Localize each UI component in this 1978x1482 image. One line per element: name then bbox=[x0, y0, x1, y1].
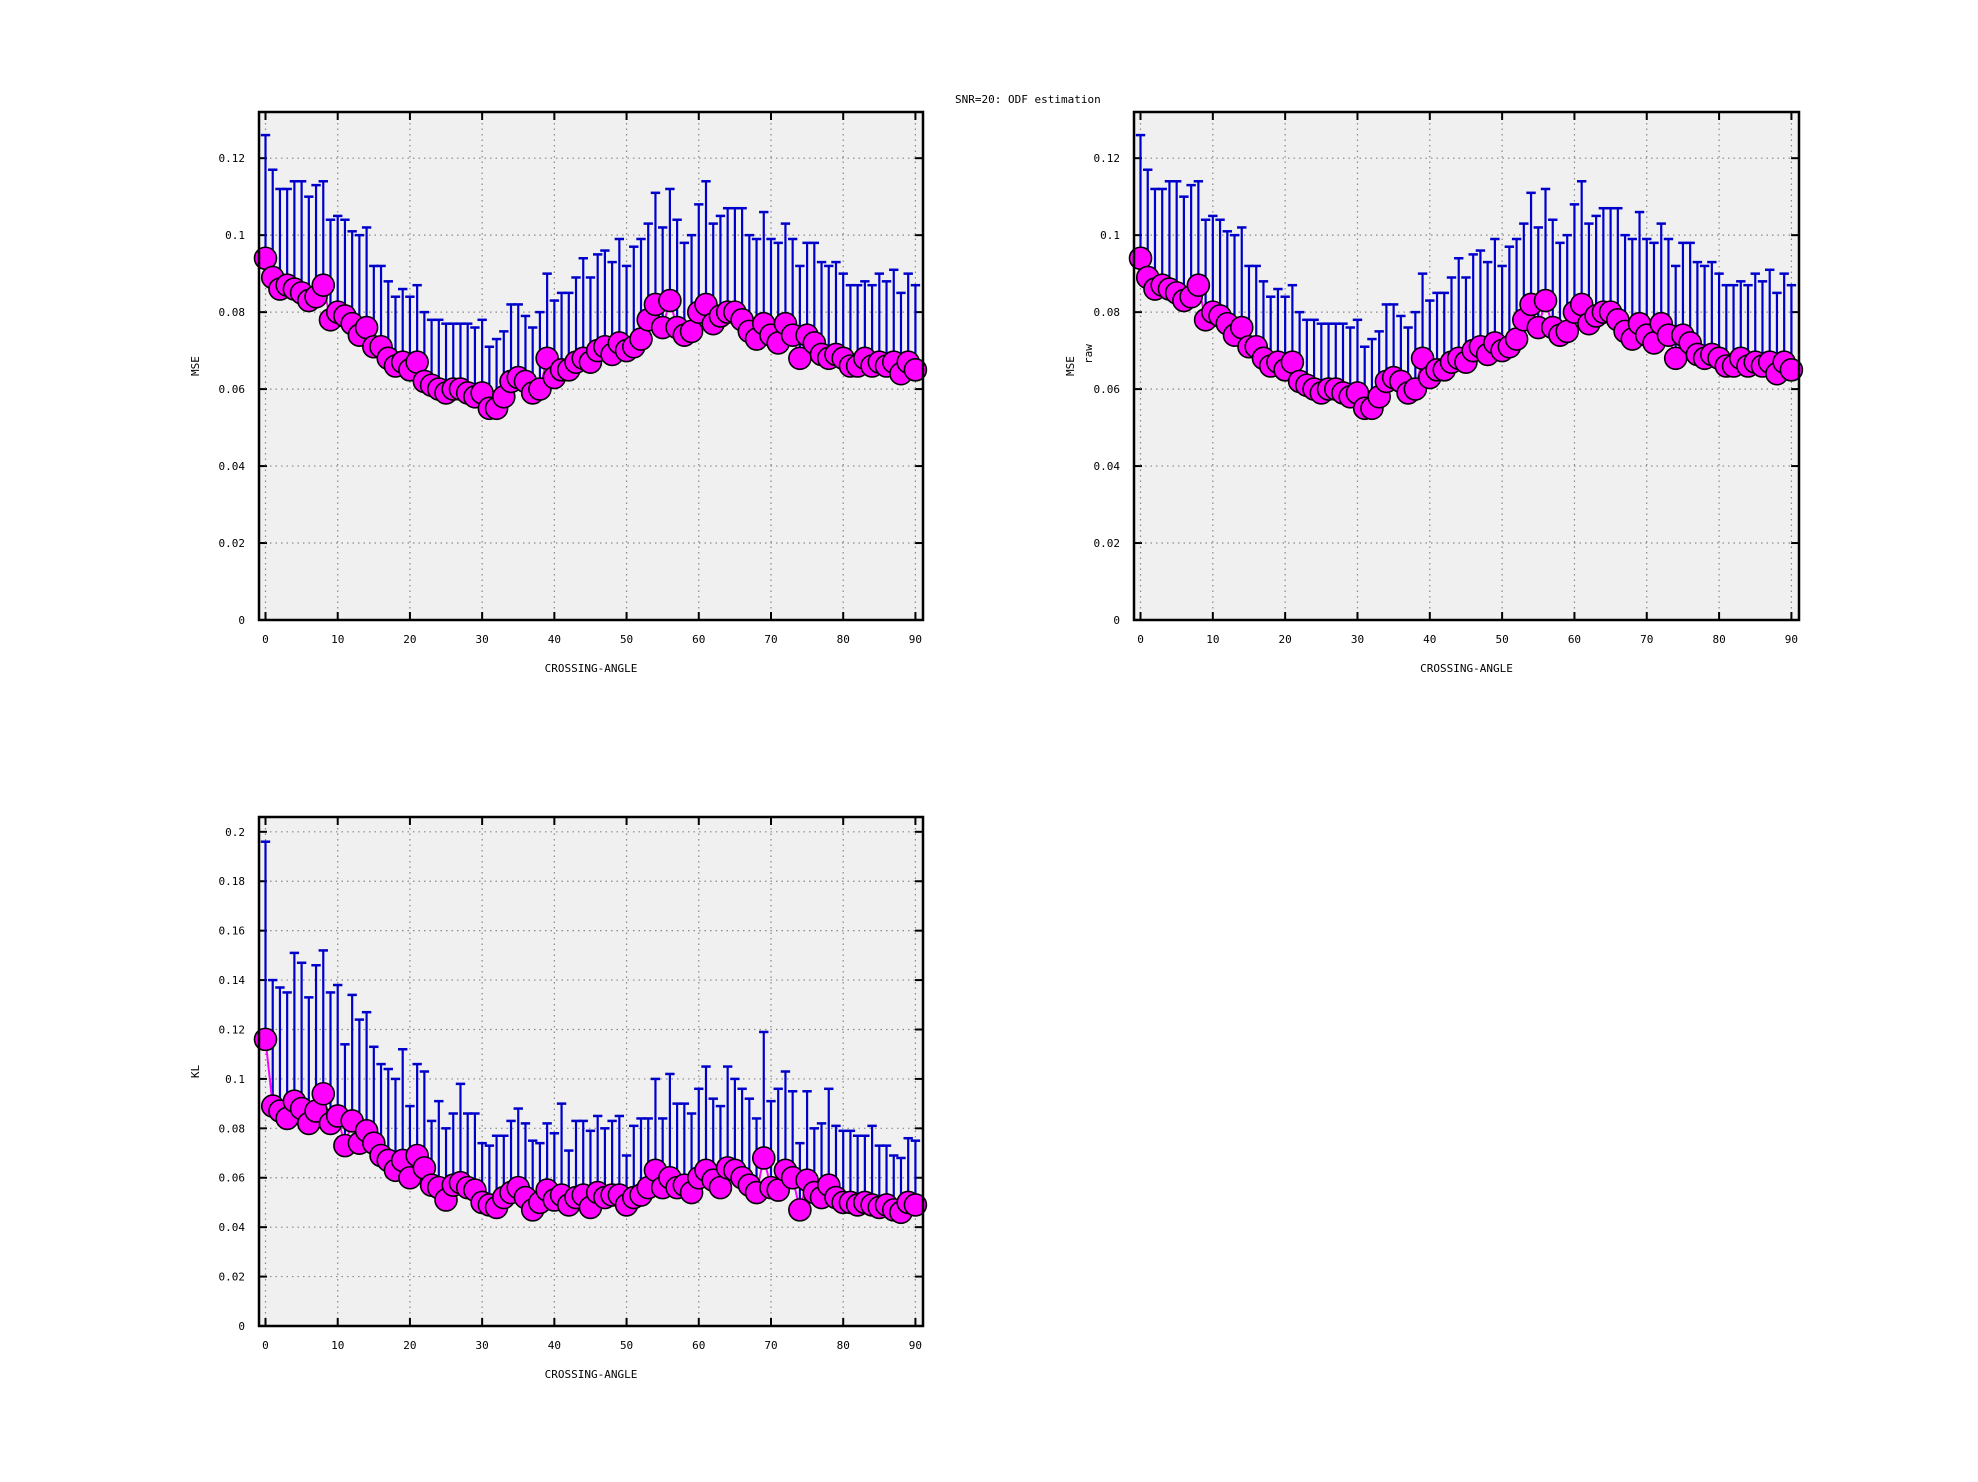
data-point bbox=[788, 1198, 812, 1222]
y-axis-label: KL bbox=[189, 1065, 202, 1079]
x-tick-label: 70 bbox=[764, 1339, 777, 1352]
y-tick-label: 0.06 bbox=[219, 1172, 246, 1185]
y-tick-label: 0.12 bbox=[219, 1023, 246, 1036]
x-tick-label: 0 bbox=[262, 633, 269, 646]
y-tick-label: 0.02 bbox=[219, 537, 246, 550]
x-tick-label: 50 bbox=[620, 1339, 633, 1352]
y-axis-label-subscript: raw bbox=[1082, 344, 1095, 364]
x-tick-label: 80 bbox=[837, 1339, 850, 1352]
x-tick-label: 30 bbox=[476, 1339, 489, 1352]
chart-1: 0 0.02 0.04 0.06 0.08 0.1 0.12 0 10 20 30 40 50 60 70 8… bbox=[189, 110, 928, 675]
data-point bbox=[903, 358, 928, 382]
y-tick-label: 0.12 bbox=[219, 152, 246, 165]
y-tick-label: 0.14 bbox=[219, 974, 246, 987]
x-tick-label: 20 bbox=[403, 633, 416, 646]
x-tick-label: 20 bbox=[403, 1339, 416, 1352]
y-tick-label: 0.12 bbox=[1094, 152, 1121, 165]
x-tick-label: 70 bbox=[1640, 633, 1653, 646]
y-tick-label: 0.04 bbox=[1094, 460, 1121, 473]
data-point bbox=[1533, 288, 1558, 313]
x-tick-label: 10 bbox=[331, 1339, 344, 1352]
y-tick-label: 0.02 bbox=[219, 1271, 246, 1284]
x-tick-label: 20 bbox=[1279, 633, 1292, 646]
y-tick-label: 0.08 bbox=[1094, 306, 1121, 319]
x-tick-label: 60 bbox=[1568, 633, 1581, 646]
y-tick-label: 0.16 bbox=[219, 925, 246, 938]
data-point bbox=[311, 273, 336, 297]
chart-3: 0 0.02 0.04 0.06 0.08 0.1 0.12 0.14 0.16 0.18 0.2 0… bbox=[189, 815, 928, 1381]
x-tick-label: 50 bbox=[620, 633, 633, 646]
y-tick-label: 0.08 bbox=[219, 306, 246, 319]
y-tick-label: 0.1 bbox=[225, 1073, 245, 1086]
data-point bbox=[658, 288, 682, 313]
data-point bbox=[311, 1081, 336, 1106]
x-tick-label: 0 bbox=[1137, 633, 1144, 646]
x-tick-label: 90 bbox=[1785, 633, 1798, 646]
x-tick-label: 40 bbox=[548, 633, 561, 646]
y-tick-label: 0.2 bbox=[225, 826, 245, 839]
x-tick-label: 70 bbox=[764, 633, 777, 646]
y-tick-label: 0.1 bbox=[1100, 229, 1120, 242]
x-tick-label: 10 bbox=[1206, 633, 1219, 646]
x-tick-label: 80 bbox=[837, 633, 850, 646]
y-tick-label: 0 bbox=[1113, 614, 1120, 627]
x-tick-label: 30 bbox=[476, 633, 489, 646]
x-tick-label: 40 bbox=[548, 1339, 561, 1352]
y-tick-label: 0.04 bbox=[219, 1221, 246, 1234]
plot-frame bbox=[1132, 110, 1801, 622]
x-axis-label: CROSSING-ANGLE bbox=[545, 1368, 638, 1381]
x-tick-label: 80 bbox=[1712, 633, 1725, 646]
x-tick-label: 60 bbox=[692, 633, 705, 646]
x-axis-label: CROSSING-ANGLE bbox=[1420, 662, 1513, 675]
plot-frame bbox=[257, 110, 925, 622]
x-tick-label: 0 bbox=[262, 1339, 269, 1352]
x-tick-label: 40 bbox=[1423, 633, 1436, 646]
y-tick-label: 0.02 bbox=[1094, 537, 1121, 550]
y-tick-label: 0.04 bbox=[219, 460, 246, 473]
y-tick-label: 0.06 bbox=[1094, 383, 1121, 396]
y-tick-label: 0.08 bbox=[219, 1122, 246, 1135]
x-axis-label: CROSSING-ANGLE bbox=[545, 662, 638, 675]
y-tick-label: 0.06 bbox=[219, 383, 246, 396]
x-tick-label: 50 bbox=[1495, 633, 1508, 646]
figure-title: SNR=20: ODF estimation bbox=[955, 93, 1101, 106]
y-tick-label: 0 bbox=[238, 1320, 245, 1333]
data-point bbox=[751, 1146, 776, 1170]
y-tick-label: 0 bbox=[238, 614, 245, 627]
plot-frame bbox=[257, 815, 925, 1328]
y-tick-label: 0.1 bbox=[225, 229, 245, 242]
x-tick-label: 90 bbox=[909, 633, 922, 646]
y-axis-label: MSE bbox=[189, 356, 202, 376]
data-point bbox=[1186, 273, 1211, 297]
plot-area bbox=[259, 817, 923, 1326]
x-tick-label: 60 bbox=[692, 1339, 705, 1352]
y-axis-label: MSE bbox=[1064, 356, 1077, 376]
x-tick-label: 30 bbox=[1351, 633, 1364, 646]
y-tick-label: 0.18 bbox=[219, 875, 246, 888]
data-point bbox=[1779, 358, 1804, 382]
chart-2: 0 0.02 0.04 0.06 0.08 0.1 0.12 0 10 20 30 40 50 60 70 8… bbox=[1064, 110, 1804, 675]
x-tick-label: 10 bbox=[331, 633, 344, 646]
x-tick-label: 90 bbox=[909, 1339, 922, 1352]
data-point bbox=[903, 1193, 928, 1217]
